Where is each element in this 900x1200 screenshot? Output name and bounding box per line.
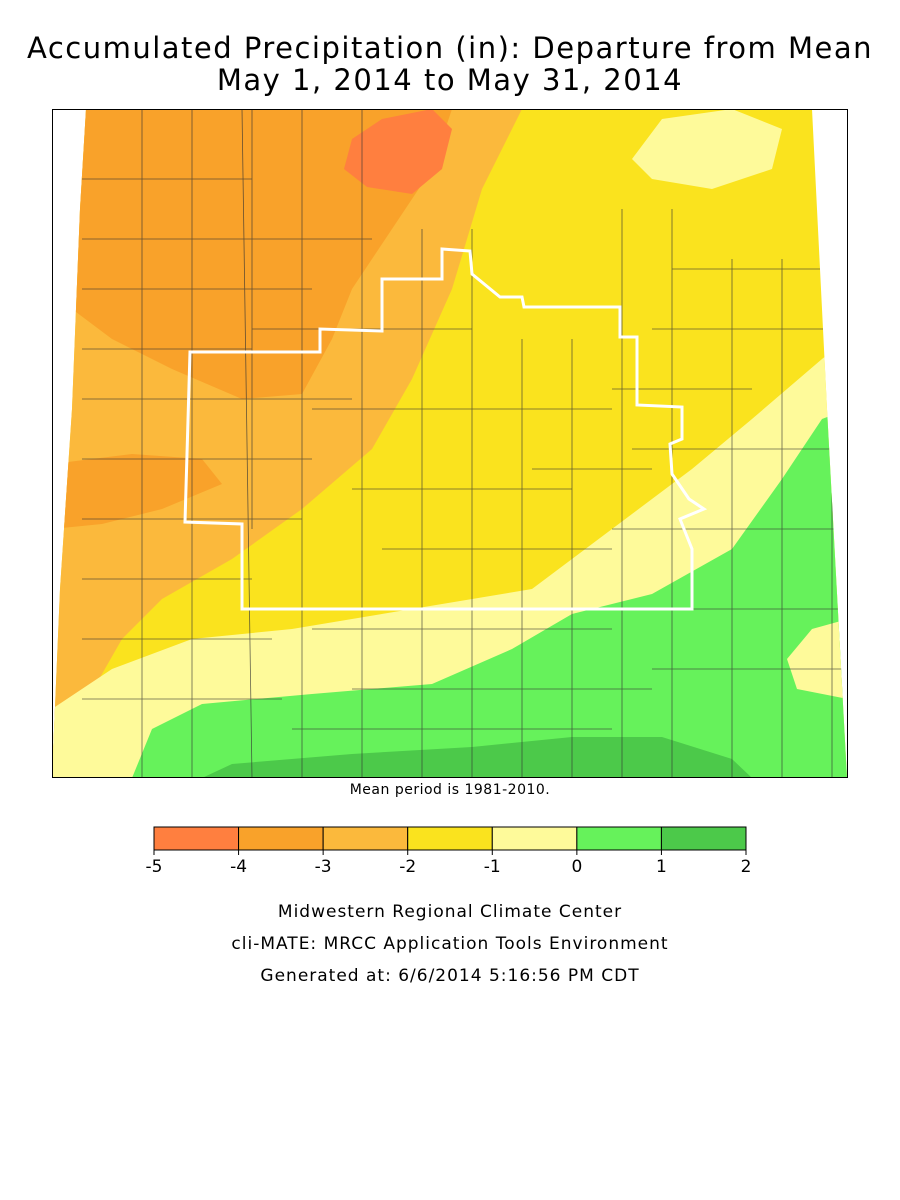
contour-fills xyxy=(52,109,847,778)
footer-tool-name: cli-MATE: MRCC Application Tools Environ… xyxy=(231,934,669,954)
legend-tick-label: -5 xyxy=(146,857,163,877)
legend-bin-3 xyxy=(407,826,493,851)
county-grid-lines xyxy=(82,109,847,778)
legend-tick-label: 1 xyxy=(656,857,667,877)
zone-minus4-to-minus3-west xyxy=(52,454,222,529)
legend-tick-label: -4 xyxy=(230,857,247,877)
color-scale-legend: -5 -4 -3 -2 -1 0 1 2 xyxy=(146,826,752,877)
zone-minus1-to-0-northeast xyxy=(632,109,782,189)
state-boundary-outline xyxy=(183,247,708,611)
zone-minus5-to-minus4 xyxy=(344,109,452,194)
legend-tick-label: -1 xyxy=(484,857,501,877)
zone-minus1-to-0-southeast xyxy=(787,619,847,699)
legend-bin-2 xyxy=(322,826,409,851)
map-subtitle-date-range: May 1, 2014 to May 31, 2014 xyxy=(216,63,684,97)
legend-bin-6 xyxy=(660,826,747,851)
legend-bin-5 xyxy=(576,826,662,851)
zone-0-to-1 xyxy=(132,409,847,778)
legend-ticks: -5 -4 -3 -2 -1 0 1 2 xyxy=(146,850,752,877)
zone-1-to-2 xyxy=(202,737,752,778)
legend-tick-label: 2 xyxy=(741,857,752,877)
legend-bin-4 xyxy=(491,826,578,851)
legend-bin-1 xyxy=(238,826,324,851)
legend-bin-0 xyxy=(153,826,240,851)
footer-organization: Midwestern Regional Climate Center xyxy=(277,902,623,922)
map-title: Accumulated Precipitation (in): Departur… xyxy=(26,31,874,65)
mean-period-note: Mean period is 1981-2010. xyxy=(349,782,551,798)
legend-tick-label: -3 xyxy=(315,857,332,877)
legend-tick-label: 0 xyxy=(571,857,582,877)
legend-tick-label: -2 xyxy=(399,857,416,877)
legend-bins xyxy=(153,826,747,851)
footer-generated-timestamp: Generated at: 6/6/2014 5:16:56 PM CDT xyxy=(260,966,640,986)
precipitation-departure-map xyxy=(52,109,848,778)
